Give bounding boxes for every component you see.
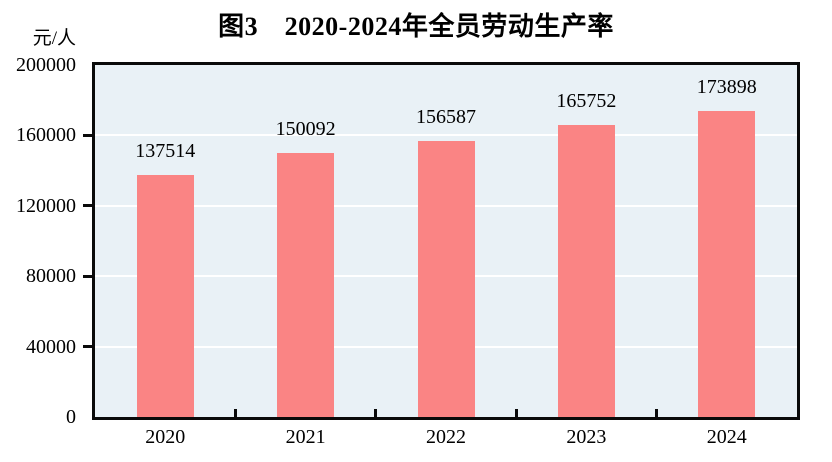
- x-axis-tick-1: [233, 409, 237, 417]
- bar-value-label-2022: 156587: [416, 106, 476, 129]
- bar-value-label-2024: 173898: [696, 75, 757, 98]
- x-tick-label-2021: 2021: [285, 426, 326, 448]
- y-tick-label-120000: 120000: [16, 194, 76, 217]
- bar-2023: [557, 125, 615, 417]
- y-axis-tick-80000: [83, 274, 92, 278]
- x-tick-label-2024: 2024: [706, 426, 747, 448]
- y-axis-tick-120000: [83, 204, 92, 208]
- bar-value-label-2021: 150092: [275, 117, 336, 140]
- gridline-160000: [95, 134, 797, 137]
- bar-2022: [417, 141, 475, 417]
- y-tick-label-40000: 40000: [26, 335, 76, 358]
- bar-2024: [698, 110, 756, 417]
- x-axis-tick-2: [374, 409, 378, 417]
- y-tick-label-0: 0: [66, 406, 76, 428]
- plot-area: 137514 150092 156587 165752 173898: [92, 62, 800, 420]
- y-axis-tick-160000: [83, 133, 92, 137]
- chart-title: 图3 2020-2024年全员劳动生产率: [218, 12, 614, 41]
- x-axis-tick-4: [655, 409, 659, 417]
- y-tick-label-200000: 200000: [16, 54, 76, 76]
- x-tick-label-2020: 2020: [145, 426, 186, 448]
- bar-2020: [136, 174, 194, 417]
- x-axis-tick-3: [514, 409, 518, 417]
- bar-2021: [277, 152, 335, 417]
- y-axis-unit-label: 元/人: [32, 28, 76, 49]
- y-tick-label-80000: 80000: [26, 265, 76, 288]
- y-axis-tick-40000: [83, 345, 92, 349]
- x-tick-label-2022: 2022: [425, 426, 466, 448]
- bar-value-label-2023: 165752: [556, 90, 617, 113]
- bar-value-label-2020: 137514: [135, 139, 196, 162]
- y-tick-label-160000: 160000: [16, 124, 76, 147]
- x-tick-label-2023: 2023: [566, 426, 607, 448]
